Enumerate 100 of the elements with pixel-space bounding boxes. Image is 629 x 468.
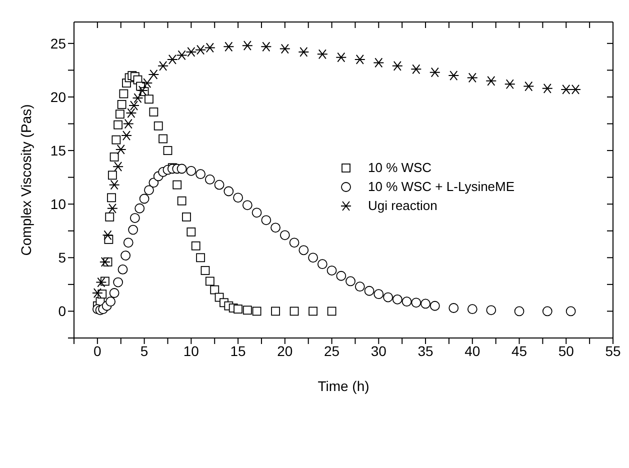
point	[130, 213, 140, 223]
x-tick-label: 40	[464, 342, 480, 359]
point	[158, 134, 168, 144]
x-tick-label: 5	[140, 342, 148, 359]
point	[308, 306, 318, 316]
point	[411, 298, 422, 308]
point	[364, 286, 374, 296]
point	[224, 186, 234, 196]
point	[191, 241, 200, 250]
point	[448, 303, 459, 313]
point	[139, 194, 150, 204]
legend-label: Ugi reaction	[368, 198, 438, 213]
y-tick-label: 15	[50, 142, 66, 159]
y-tick-label: 20	[50, 88, 66, 105]
point	[112, 135, 121, 144]
point	[466, 72, 478, 83]
point	[113, 277, 124, 288]
point	[109, 288, 120, 298]
point	[115, 144, 126, 154]
point	[486, 305, 496, 316]
point	[383, 292, 393, 302]
point	[429, 67, 440, 78]
point	[560, 84, 572, 94]
point	[144, 94, 154, 104]
point	[290, 306, 299, 316]
point	[392, 294, 402, 304]
x-tick-label: 30	[370, 342, 387, 359]
x-tick-label: 15	[230, 342, 246, 359]
y-tick-label: 0	[58, 303, 66, 320]
point	[242, 200, 252, 210]
point	[448, 70, 460, 81]
y-tick-label: 5	[58, 250, 66, 266]
point	[200, 266, 210, 275]
point	[242, 306, 252, 315]
point	[134, 203, 145, 214]
y-tick-label: 10	[50, 196, 66, 212]
point	[92, 288, 103, 298]
point	[570, 84, 582, 94]
point	[107, 193, 116, 202]
point	[176, 164, 187, 174]
point	[326, 266, 337, 276]
point	[128, 100, 140, 111]
point	[430, 300, 440, 311]
point	[204, 174, 215, 184]
point	[110, 152, 119, 162]
legend-label: 10 % WSC + L-LysineME	[368, 179, 515, 194]
point	[298, 46, 310, 57]
point	[163, 146, 172, 155]
x-tick-label: 25	[324, 342, 340, 359]
point	[142, 78, 153, 88]
point	[210, 285, 220, 294]
point	[120, 130, 132, 141]
point	[514, 306, 524, 316]
point	[252, 306, 262, 316]
point	[186, 228, 196, 236]
point	[280, 230, 290, 240]
point	[108, 170, 117, 180]
point	[182, 212, 191, 222]
point	[106, 203, 118, 214]
legend-label: 10 % WSC	[368, 160, 432, 175]
x-tick-label: 55	[605, 342, 621, 359]
point	[373, 58, 384, 68]
point	[132, 93, 144, 104]
point	[149, 108, 158, 116]
point	[119, 89, 128, 98]
point	[123, 238, 134, 248]
point	[410, 64, 422, 74]
point	[374, 289, 384, 300]
x-axis-title: Time (h)	[318, 378, 370, 394]
point	[128, 224, 138, 235]
point	[154, 121, 163, 130]
point	[308, 252, 318, 263]
point	[327, 306, 336, 316]
point	[196, 169, 206, 180]
point	[346, 276, 356, 286]
point	[186, 166, 196, 176]
point	[316, 49, 328, 60]
point	[196, 253, 205, 262]
point	[542, 306, 552, 316]
point	[392, 60, 403, 71]
point	[523, 81, 534, 92]
point	[467, 304, 478, 314]
x-tick-label: 0	[94, 342, 102, 359]
point	[336, 52, 347, 62]
point	[260, 42, 272, 52]
point	[120, 250, 131, 260]
point	[317, 259, 328, 270]
point	[99, 256, 110, 267]
point	[102, 230, 114, 240]
point	[205, 276, 214, 286]
point	[279, 44, 290, 54]
y-axis-title: Complex Viscosity (Pas)	[18, 104, 34, 256]
point	[117, 100, 126, 109]
point	[354, 54, 366, 64]
x-tick-label: 20	[277, 342, 293, 359]
point	[270, 222, 280, 233]
point	[566, 306, 576, 316]
point	[354, 282, 365, 292]
point	[106, 296, 116, 307]
point	[252, 208, 262, 218]
